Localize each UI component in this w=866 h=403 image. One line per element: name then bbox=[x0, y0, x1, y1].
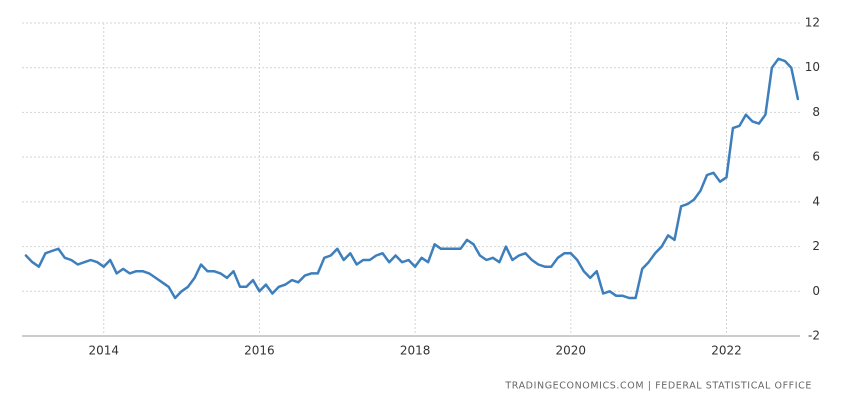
x-tick-label: 2016 bbox=[244, 344, 275, 358]
y-tick-label: 0 bbox=[812, 284, 820, 298]
y-tick-label: 8 bbox=[812, 105, 820, 119]
source-note: TRADINGECONOMICS.COM | FEDERAL STATISTIC… bbox=[504, 381, 812, 392]
y-tick-label: 4 bbox=[812, 194, 820, 208]
y-tick-label: 2 bbox=[812, 239, 820, 253]
x-tick-label: 2018 bbox=[400, 344, 431, 358]
y-tick-label: 12 bbox=[805, 16, 820, 30]
x-tick-label: 2014 bbox=[88, 344, 119, 358]
y-tick-label: 6 bbox=[812, 150, 820, 164]
y-tick-label: -2 bbox=[808, 329, 820, 343]
y-tick-label: 10 bbox=[805, 60, 820, 74]
data-line bbox=[24, 57, 800, 300]
x-tick-label: 2022 bbox=[711, 344, 742, 358]
x-tick-label: 2020 bbox=[556, 344, 587, 358]
